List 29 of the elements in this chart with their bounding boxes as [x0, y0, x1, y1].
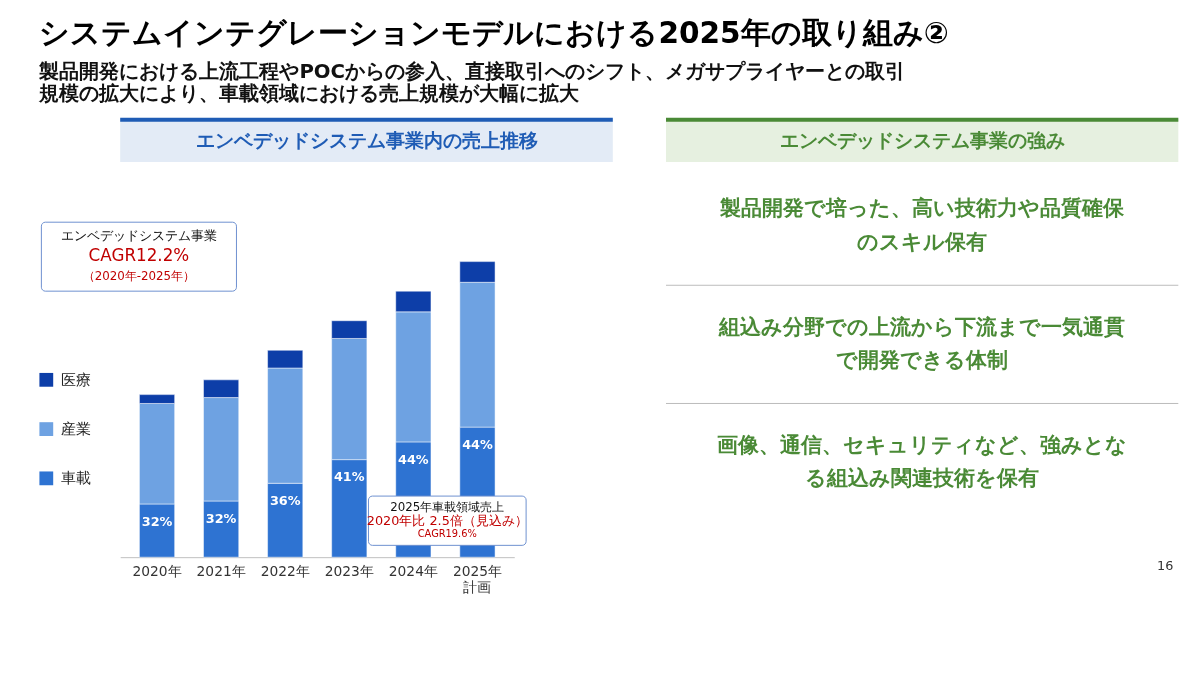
legend-label: 産業 — [61, 420, 92, 438]
text: 組込み分野での上流から下流まで一気通貫で開発できる体制 — [718, 314, 1126, 373]
annotation: CAGR19.6% — [417, 528, 477, 540]
chart-title: システムインテグレーションモデルにおける2025年の取り組み② — [39, 15, 949, 50]
x-tick-label: 2020年 — [132, 563, 182, 580]
annotation: 2025年車載領域売上 — [390, 499, 505, 514]
annotation: CAGR12.2% — [88, 244, 190, 265]
x-tick-label: 2021年 — [196, 563, 246, 580]
x-tick-label: 2025年計画 — [452, 563, 502, 596]
chart-subtitle: 製品開発における上流工程やPOCからの参入、直接取引へのシフト、メガサプライヤーとの取引規模の拡大により、車載領域における売上規模が大幅に拡大 — [38, 60, 906, 106]
x-tick-label: 2022年 — [260, 563, 310, 580]
text: エンベデッドシステム事業の強み — [779, 130, 1065, 152]
x-tick-label: 2023年 — [324, 563, 374, 580]
annotation: 32% — [205, 510, 237, 526]
annotation: （2020年-2025年） — [82, 269, 196, 284]
annotation: 2020年比 2.5倍（見込み） — [366, 512, 528, 528]
annotation: 44% — [398, 451, 429, 467]
legend-label: 車載 — [61, 469, 92, 487]
legend-label: 医療 — [61, 370, 92, 388]
text: エンベデッドシステム事業内の売上推移 — [195, 130, 538, 152]
annotation: 32% — [141, 513, 173, 529]
text: エンベデッドシステム事業 — [60, 227, 217, 243]
text: 画像、通信、セキュリティなど、強みとなる組込み関連技術を保有 — [717, 432, 1128, 491]
text: 製品開発で培った、高い技術力や品質確保のスキル保有 — [719, 196, 1126, 254]
annotation: 44% — [462, 436, 493, 452]
text: 16 — [1157, 557, 1174, 573]
annotation: 41% — [333, 469, 365, 485]
x-tick-label: 2024年 — [388, 563, 438, 580]
annotation: 36% — [269, 492, 301, 508]
